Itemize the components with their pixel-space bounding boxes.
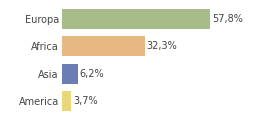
- Text: 57,8%: 57,8%: [212, 14, 243, 24]
- Bar: [62, 64, 78, 84]
- Text: 3,7%: 3,7%: [73, 96, 98, 106]
- Bar: [62, 9, 210, 29]
- Text: 6,2%: 6,2%: [80, 69, 104, 79]
- Bar: [62, 91, 71, 111]
- Text: 32,3%: 32,3%: [146, 41, 177, 51]
- Bar: [62, 36, 144, 56]
